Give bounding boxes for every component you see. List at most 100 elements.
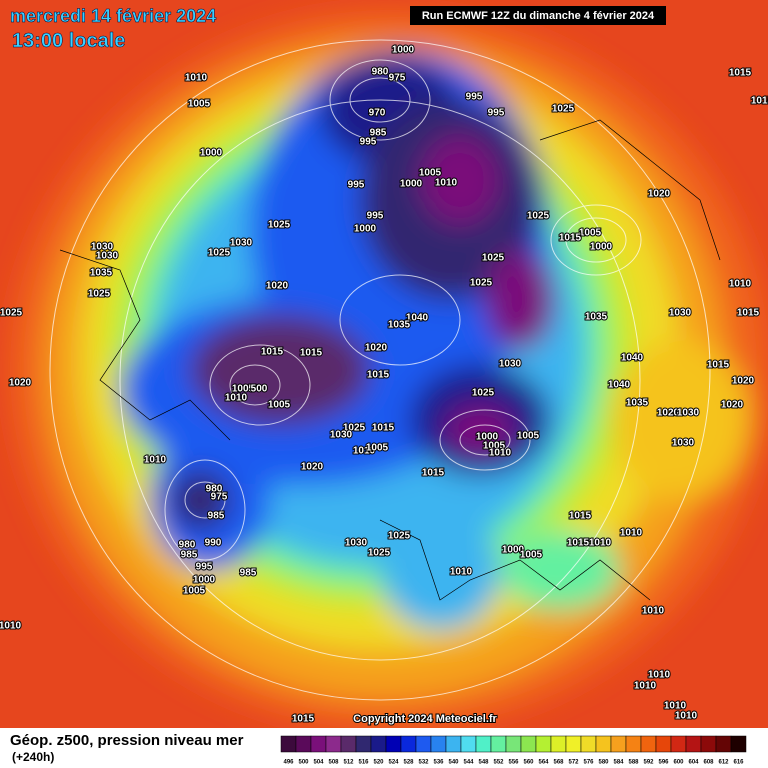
legend-swatch	[730, 735, 747, 753]
legend-swatch	[700, 735, 717, 753]
isobar-label: 1005	[183, 586, 206, 597]
legend-swatch	[565, 735, 582, 753]
isobar-label: 1025	[268, 220, 291, 231]
run-box	[410, 6, 666, 25]
isobar-label: 1010	[620, 528, 643, 539]
isobar-label: 970	[369, 108, 386, 119]
isobar-label: 995	[196, 562, 213, 573]
isobar-label: 1015	[292, 714, 315, 725]
legend-swatch	[310, 735, 327, 753]
isobar-label: 1030	[96, 251, 119, 262]
legend-swatch	[580, 735, 597, 753]
legend-level: 612	[718, 760, 729, 766]
isobar-label: 1015	[300, 348, 323, 359]
legend-swatch	[535, 735, 552, 753]
isobar-label: 1005	[268, 400, 291, 411]
isobar-label: 1020	[721, 400, 744, 411]
local-time: 13:00 locale	[12, 30, 125, 52]
legend-level: 552	[493, 760, 504, 766]
legend-level: 504	[313, 760, 324, 766]
isobar-label: 975	[389, 73, 406, 84]
legend-swatch	[475, 735, 492, 753]
legend-level: 592	[643, 760, 654, 766]
isobar-label: 1035	[388, 320, 411, 331]
isobar-label: 1020	[657, 408, 680, 419]
isobar-label: 1025	[527, 211, 550, 222]
isobar-label: 1015	[261, 347, 284, 358]
legend-swatch	[640, 735, 657, 753]
legend-swatch	[595, 735, 612, 753]
isobar-label: 1010	[225, 393, 248, 404]
isobar-label: 1030	[669, 308, 692, 319]
isobar-label: 1010	[450, 567, 473, 578]
isobar-label: 1025	[208, 248, 231, 259]
legend-level: 580	[598, 760, 609, 766]
isobar-label: 1000	[392, 45, 415, 56]
legend-swatch	[415, 735, 432, 753]
isobar-label: 1010	[144, 455, 167, 466]
legend-level: 520	[373, 760, 384, 766]
legend-swatch	[295, 735, 312, 753]
legend-level: 572	[568, 760, 579, 766]
isobar-label: 980	[372, 67, 389, 78]
isobar-label: 1035	[90, 268, 113, 279]
isobar-label: 1035	[585, 312, 608, 323]
legend-level: 576	[583, 760, 594, 766]
legend-level: 548	[478, 760, 489, 766]
isobar-label: 995	[488, 108, 505, 119]
isobar-label: 1010	[185, 73, 208, 84]
legend-level: 584	[613, 760, 624, 766]
isobar-label: 985	[181, 550, 198, 561]
isobar-label: 975	[211, 492, 228, 503]
legend-swatch	[520, 735, 537, 753]
date: mercredi 14 février 2024	[10, 6, 216, 26]
legend-swatch	[370, 735, 387, 753]
isobar-label: 1010	[634, 681, 657, 692]
isobar-label: 1010	[642, 606, 665, 617]
isobar-label: 1010	[489, 448, 512, 459]
isobar-label: 1010	[664, 701, 687, 712]
isobar-label: 1025	[388, 531, 411, 542]
isobar-label: 1015	[569, 511, 592, 522]
isobar-label: 1015	[707, 360, 730, 371]
isobar-label: 1025	[368, 548, 391, 559]
isobar-label: 985	[240, 568, 257, 579]
isobar-label: 1020	[732, 376, 755, 387]
field	[0, 0, 768, 728]
legend-level: 588	[628, 760, 639, 766]
isobar-label: 1030	[91, 242, 114, 253]
isobar-label: 1030	[672, 438, 695, 449]
isobar-label: 1030	[230, 238, 253, 249]
isobar-label: 990	[205, 538, 222, 549]
legend-swatch	[625, 735, 642, 753]
isobar-label: 1015	[737, 308, 760, 319]
isobar-label: 995	[360, 137, 377, 148]
isobar-label: 1005	[579, 228, 602, 239]
legend-swatch	[325, 735, 342, 753]
legend-level: 600	[673, 760, 684, 766]
isobar-label: 1025	[472, 388, 495, 399]
legend-swatch	[340, 735, 357, 753]
legend-level: 564	[538, 760, 549, 766]
legend-swatch	[280, 735, 297, 753]
isobar-label: 1025	[88, 289, 111, 300]
lead-time: (+240h)	[12, 750, 54, 764]
isobar-label: 1025	[343, 423, 366, 434]
isobar-label: 985	[370, 128, 387, 139]
isobar-label: 995	[466, 92, 483, 103]
legend-level: 536	[433, 760, 444, 766]
legend-level: 532	[418, 760, 429, 766]
isobar-label: 1030	[330, 430, 353, 441]
isobar-label: 1005	[232, 384, 255, 395]
isobar-label: 1000	[476, 432, 499, 443]
isobar-label: 500	[251, 384, 268, 395]
legend-title: Géop. z500, pression niveau mer	[10, 732, 244, 749]
isobar-label: 1015	[372, 423, 395, 434]
isobar-label: 995	[367, 211, 384, 222]
legend-level: 540	[448, 760, 459, 766]
isobar-label: 1035	[626, 398, 649, 409]
legend-level: 524	[388, 760, 399, 766]
isobar-label: 1025	[470, 278, 493, 289]
isobar-label: 1005	[520, 550, 543, 561]
legend-swatch	[355, 735, 372, 753]
